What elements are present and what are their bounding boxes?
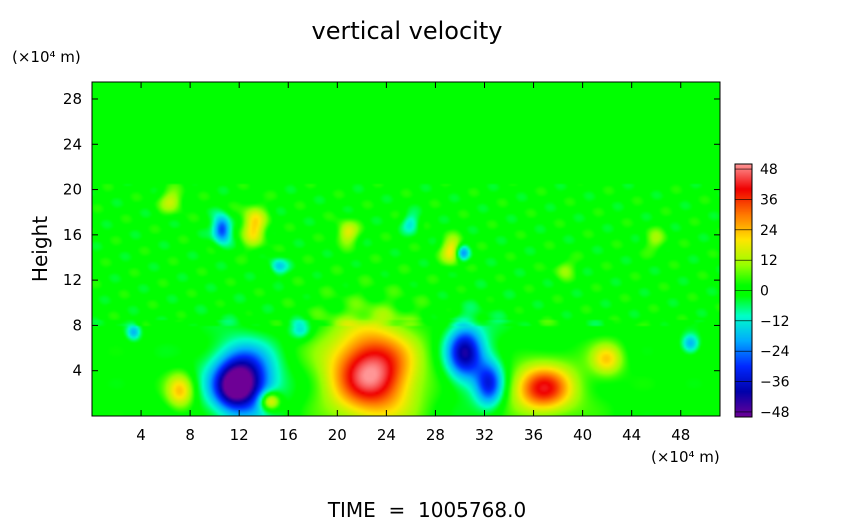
x-tick-label: 44 (622, 426, 641, 444)
x-tick-label: 24 (377, 426, 396, 444)
y-tick-label: 16 (63, 226, 82, 244)
colorbar-tick-label: −36 (760, 375, 790, 391)
chart-title: vertical velocity (312, 17, 503, 45)
colorbar-tick-label: 24 (760, 223, 778, 239)
y-tick-label: 24 (63, 135, 82, 153)
x-tick-label: 4 (136, 426, 146, 444)
x-tick-label: 48 (671, 426, 690, 444)
x-tick-label: 20 (328, 426, 347, 444)
y-tick-label: 28 (63, 90, 82, 108)
y-tick-label: 20 (63, 181, 82, 199)
colorbar-tick-label: 36 (760, 192, 778, 208)
x-tick-label: 32 (475, 426, 494, 444)
colorbar-tick-label: −48 (760, 405, 790, 421)
x-tick-label: 12 (230, 426, 249, 444)
x-tick-label: 36 (524, 426, 543, 444)
y-tick-label: 4 (72, 362, 82, 380)
x-tick-label: 40 (573, 426, 592, 444)
colorbar-tick-label: 48 (760, 162, 778, 178)
velocity-field-image (92, 82, 720, 416)
colorbar-tick-label: 0 (760, 284, 769, 300)
colorbar-tick-label: 12 (760, 253, 778, 269)
colorbar-ticks: 48 36 24 12 0 −12 −24 −36 −48 (735, 162, 790, 421)
x-tick-label: 28 (426, 426, 445, 444)
y-axis-ticks: 4 8 12 16 20 24 28 (63, 90, 720, 380)
x-axis-unit-label: (×10⁴ m) (651, 448, 720, 466)
y-axis-label: Height (28, 216, 52, 282)
y-tick-label: 12 (63, 271, 82, 289)
plot-frame (91, 81, 721, 417)
y-axis-unit-label: (×10⁴ m) (12, 48, 81, 66)
y-tick-label: 8 (72, 316, 82, 334)
heatmap-plot (91, 81, 721, 417)
colorbar: 48 36 24 12 0 −12 −24 −36 −48 (734, 162, 790, 421)
x-tick-label: 8 (185, 426, 195, 444)
x-tick-label: 16 (279, 426, 298, 444)
time-footer: TIME = 1005768.0 (327, 498, 526, 519)
x-axis-ticks: 4 8 12 16 20 24 28 32 36 40 44 48 (136, 82, 690, 444)
colorbar-tick-label: −12 (760, 314, 790, 330)
colorbar-tick-label: −24 (760, 344, 790, 360)
